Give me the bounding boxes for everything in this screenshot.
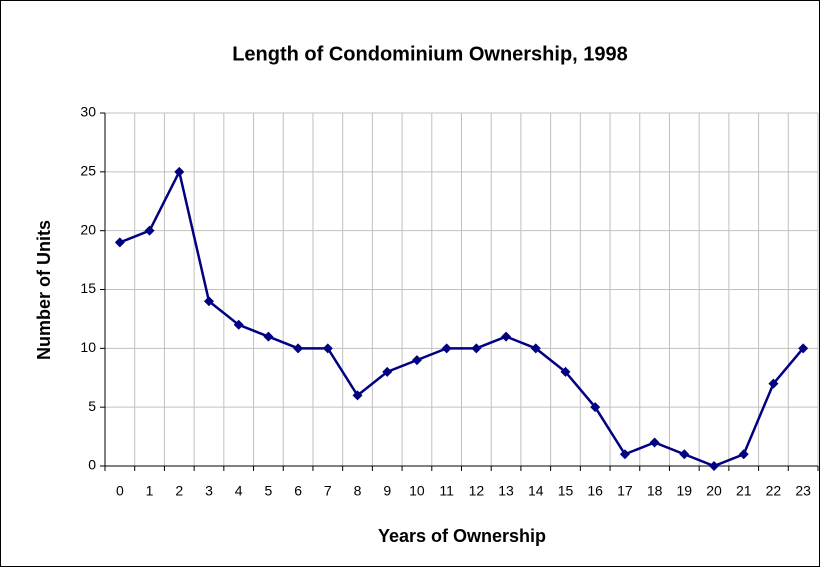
data-point (590, 402, 601, 413)
data-point (619, 449, 630, 460)
data-point (382, 366, 393, 377)
x-tick-label: 5 (264, 483, 272, 499)
x-tick-label: 14 (528, 483, 544, 499)
x-tick-label: 4 (235, 483, 243, 499)
y-tick-label: 15 (80, 280, 96, 296)
x-tick-label: 2 (175, 483, 183, 499)
x-tick-label: 19 (677, 483, 693, 499)
x-tick-label: 21 (736, 483, 752, 499)
x-tick-label: 6 (294, 483, 302, 499)
chart-title: Length of Condominium Ownership, 1998 (232, 43, 628, 65)
data-point (144, 225, 155, 236)
data-point (679, 449, 690, 460)
data-point (738, 449, 749, 460)
x-tick-label: 1 (146, 483, 154, 499)
data-point (203, 296, 214, 307)
data-point (649, 437, 660, 448)
x-tick-label: 15 (558, 483, 574, 499)
data-point (233, 319, 244, 330)
data-point (322, 343, 333, 354)
y-tick-label: 30 (80, 104, 96, 120)
y-tick-label: 10 (80, 339, 96, 355)
data-point (114, 237, 125, 248)
x-tick-label: 22 (766, 483, 782, 499)
data-point (768, 378, 779, 389)
data-point (530, 343, 541, 354)
data-point (560, 366, 571, 377)
data-point (441, 343, 452, 354)
y-axis-label: Number of Units (34, 220, 54, 360)
x-tick-label: 17 (617, 483, 633, 499)
data-point (293, 343, 304, 354)
y-tick-label: 20 (80, 221, 96, 237)
x-tick-label: 0 (116, 483, 124, 499)
x-tick-label: 20 (706, 483, 722, 499)
x-tick-label: 9 (383, 483, 391, 499)
data-point (263, 331, 274, 342)
x-tick-label: 18 (647, 483, 663, 499)
x-tick-label: 7 (324, 483, 332, 499)
x-tick-label: 11 (439, 483, 454, 499)
data-point (709, 461, 720, 471)
x-tick-label: 8 (354, 483, 362, 499)
data-point (471, 343, 482, 354)
data-point (798, 343, 809, 354)
x-tick-label: 13 (498, 483, 514, 499)
x-tick-label: 16 (587, 483, 603, 499)
data-point (411, 355, 422, 366)
x-tick-label: 3 (205, 483, 213, 499)
data-point (501, 331, 512, 342)
y-tick-label: 25 (80, 163, 96, 179)
x-tick-label: 12 (469, 483, 485, 499)
y-tick-label: 0 (88, 457, 96, 473)
data-point (352, 390, 363, 401)
x-axis-label: Years of Ownership (378, 526, 546, 546)
x-tick-label: 23 (795, 483, 811, 499)
data-line (119, 168, 805, 468)
x-tick-label: 10 (409, 483, 425, 499)
y-tick-label: 5 (88, 398, 96, 414)
data-point (174, 166, 185, 177)
